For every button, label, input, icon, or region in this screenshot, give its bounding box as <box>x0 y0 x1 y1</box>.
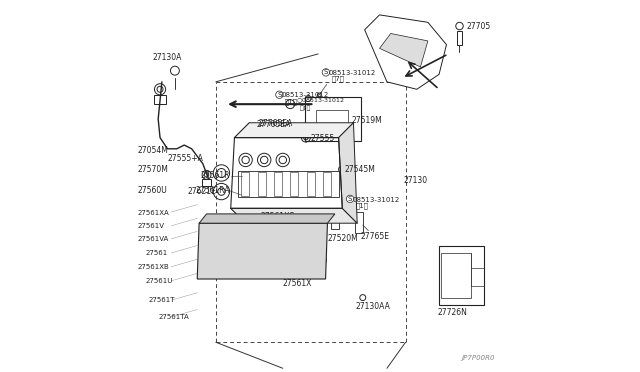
Text: 〈1〉: 〈1〉 <box>300 105 311 111</box>
Text: 27130AA: 27130AA <box>355 302 390 311</box>
Bar <box>316 110 348 134</box>
Bar <box>392 49 413 60</box>
Text: 27130E: 27130E <box>273 260 302 269</box>
Text: JP7P00R0: JP7P00R0 <box>461 355 495 361</box>
Bar <box>307 172 315 196</box>
Text: 27545M: 27545M <box>344 165 375 174</box>
Text: 27705: 27705 <box>467 22 491 31</box>
Bar <box>305 97 361 141</box>
Text: 27130: 27130 <box>404 176 428 185</box>
Text: 27765EA: 27765EA <box>259 119 293 128</box>
Polygon shape <box>365 15 447 89</box>
Text: $\bigcirc$08513-31012: $\bigcirc$08513-31012 <box>296 96 345 105</box>
Bar <box>323 172 331 196</box>
Text: 27561U: 27561U <box>145 278 173 284</box>
Bar <box>241 172 250 196</box>
Bar <box>439 246 484 305</box>
Text: 27621E: 27621E <box>188 187 217 196</box>
Text: 27520M: 27520M <box>328 234 358 243</box>
Text: 27555: 27555 <box>310 134 335 143</box>
Text: 27054M: 27054M <box>138 146 168 155</box>
Text: 27561T: 27561T <box>149 297 175 303</box>
Polygon shape <box>339 123 357 223</box>
Text: 27560U: 27560U <box>138 186 168 195</box>
Bar <box>331 211 339 229</box>
Text: 27765EA: 27765EA <box>257 120 291 129</box>
Text: 〈7〉: 〈7〉 <box>331 76 344 82</box>
Text: 27561XC: 27561XC <box>260 212 294 221</box>
Text: 27519M: 27519M <box>351 116 382 125</box>
Polygon shape <box>197 223 328 279</box>
Text: 08513-31012: 08513-31012 <box>353 197 399 203</box>
Text: 〈1〉: 〈1〉 <box>285 98 298 105</box>
Text: 〈1〉: 〈1〉 <box>355 202 369 209</box>
Text: 27561V: 27561V <box>138 223 164 229</box>
Bar <box>238 171 339 197</box>
Text: 27561XA: 27561XA <box>138 210 170 216</box>
Bar <box>154 95 166 104</box>
Bar <box>457 31 461 45</box>
Bar <box>202 179 211 186</box>
Text: 27561XB: 27561XB <box>138 264 170 270</box>
Bar <box>262 129 271 136</box>
Text: 27570M: 27570M <box>138 165 168 174</box>
Text: 27561RA: 27561RA <box>195 186 230 195</box>
Bar <box>355 212 363 232</box>
Text: 27561X: 27561X <box>283 279 312 288</box>
Text: 27555+A: 27555+A <box>168 154 204 163</box>
Text: 27561W: 27561W <box>248 242 279 251</box>
Text: 27765E: 27765E <box>360 232 389 241</box>
Polygon shape <box>234 123 353 138</box>
Polygon shape <box>380 33 428 67</box>
Text: 27561R: 27561R <box>201 171 230 180</box>
Bar <box>274 172 282 196</box>
Text: 08513-31012: 08513-31012 <box>328 70 376 76</box>
Text: S: S <box>277 92 282 98</box>
Text: 27130A: 27130A <box>153 53 182 62</box>
Text: 27561VA: 27561VA <box>138 236 169 242</box>
Text: 27561TA: 27561TA <box>158 314 189 320</box>
Text: S: S <box>348 196 352 202</box>
Text: 27726N: 27726N <box>437 308 467 317</box>
Bar <box>257 172 266 196</box>
Bar <box>291 172 298 196</box>
Text: 08513-31012: 08513-31012 <box>282 93 329 99</box>
Text: S: S <box>324 70 328 76</box>
Polygon shape <box>199 214 335 223</box>
Text: 27561: 27561 <box>145 250 168 256</box>
Polygon shape <box>231 208 357 223</box>
Bar <box>441 253 470 298</box>
